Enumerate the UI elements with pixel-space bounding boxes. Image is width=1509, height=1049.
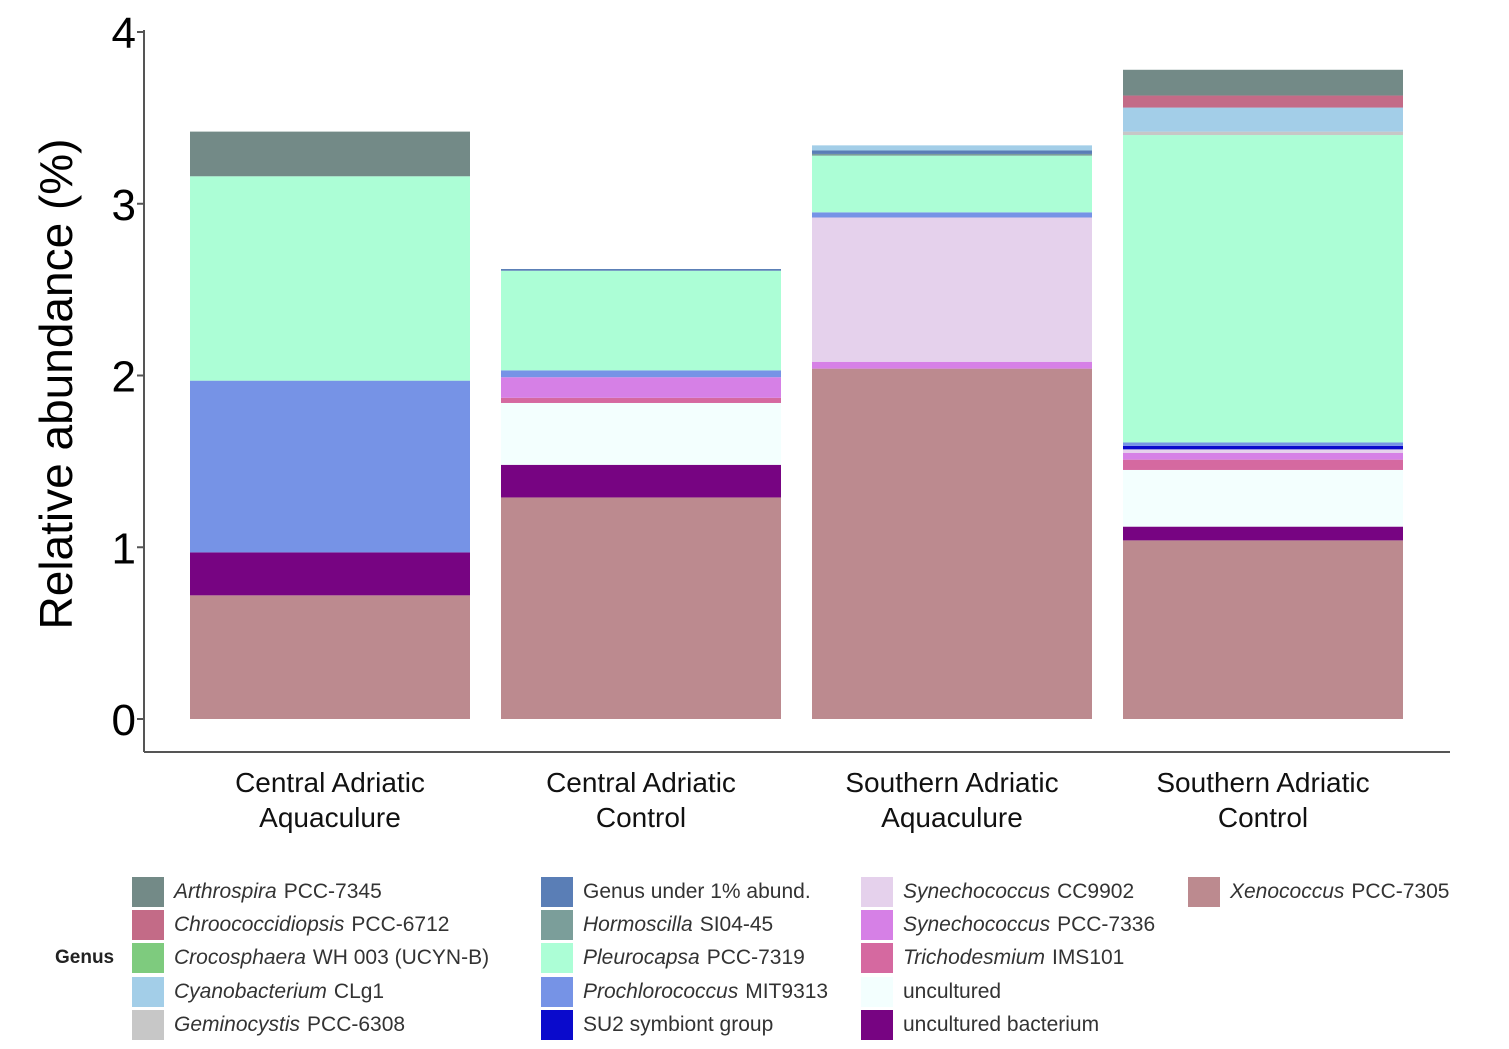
bar-segment-2-synechococcus-pcc-7336 xyxy=(501,377,781,398)
y-tick-label: 0 xyxy=(112,696,136,745)
bar-segment-4-su2-symbiont-group xyxy=(1123,445,1403,450)
y-tick-label: 1 xyxy=(112,524,136,573)
y-tick-label: 2 xyxy=(112,353,136,402)
bar-segment-3-synechococcus-pcc-7336 xyxy=(812,361,1092,369)
bar-segment-4-arthrospira-pcc-7345 xyxy=(1123,69,1403,96)
bar-segment-4-prochlorococcus-mit9313 xyxy=(1123,442,1403,446)
bar-segment-4-xenococcus-pcc-7305 xyxy=(1123,540,1403,719)
bar-segment-4-geminocystis-pcc-6308 xyxy=(1123,131,1403,136)
bar-segment-2-genus-under-1-abund- xyxy=(501,269,781,271)
bar-segment-1-prochlorococcus-mit9313 xyxy=(190,380,470,553)
x-tick-label: Southern Adriatic Control xyxy=(1156,767,1369,833)
bar-segment-3-cyanobacterium-clg1 xyxy=(812,145,1092,151)
y-axis-label: Relative abundance (%) xyxy=(30,139,82,630)
x-tick-label: Central Adriatic Control xyxy=(546,767,736,833)
y-tick-label: 4 xyxy=(112,9,136,58)
bar-segment-4-synechococcus-pcc-7336 xyxy=(1123,452,1403,460)
bar-segment-1-uncultured-bacterium xyxy=(190,552,470,596)
y-tick-label: 3 xyxy=(112,181,136,230)
bar-segment-2-uncultured-bacterium xyxy=(501,464,781,498)
bar-segment-2-trichodesmium-ims101 xyxy=(501,397,781,403)
bar-segment-2-pleurocapsa-pcc-7319 xyxy=(501,270,781,371)
bar-segment-2-prochlorococcus-mit9313 xyxy=(501,370,781,378)
bar-segment-4-uncultured xyxy=(1123,469,1403,527)
bar-segment-4-trichodesmium-ims101 xyxy=(1123,459,1403,470)
bar-segment-3-prochlorococcus-mit9313 xyxy=(812,212,1092,218)
bar-segment-1-xenococcus-pcc-7305 xyxy=(190,595,470,719)
bar-segment-3-genus-under-1-abund- xyxy=(812,150,1092,154)
axes-layer: 0 1 2 3 4 Central Adriatic Aquaculure Central A… xyxy=(112,9,1450,833)
bar-segment-3-pleurocapsa-pcc-7319 xyxy=(812,155,1092,213)
bar-segment-3-hormoscilla-si04-45 xyxy=(812,153,1092,156)
bar-segment-2-uncultured xyxy=(501,402,781,465)
bar-segment-1-arthrospira-pcc-7345 xyxy=(190,131,470,177)
bar-segment-4-uncultured-bacterium xyxy=(1123,526,1403,541)
bar-segment-4-synechococcus-cc9902 xyxy=(1123,449,1403,453)
bar-segment-3-xenococcus-pcc-7305 xyxy=(812,368,1092,719)
x-tick-label: Central Adriatic Aquaculure xyxy=(235,767,425,833)
bar-segment-4-pleurocapsa-pcc-7319 xyxy=(1123,135,1403,443)
bar-segment-4-cyanobacterium-clg1 xyxy=(1123,107,1403,132)
bar-segment-3-synechococcus-cc9902 xyxy=(812,217,1092,362)
bars-layer xyxy=(190,69,1403,719)
bar-segment-1-pleurocapsa-pcc-7319 xyxy=(190,176,470,381)
bar-segment-4-chroococcidiopsis-pcc-6712 xyxy=(1123,95,1403,108)
x-tick-label: Southern Adriatic Aquaculure xyxy=(845,767,1058,833)
bar-segment-2-xenococcus-pcc-7305 xyxy=(501,497,781,719)
